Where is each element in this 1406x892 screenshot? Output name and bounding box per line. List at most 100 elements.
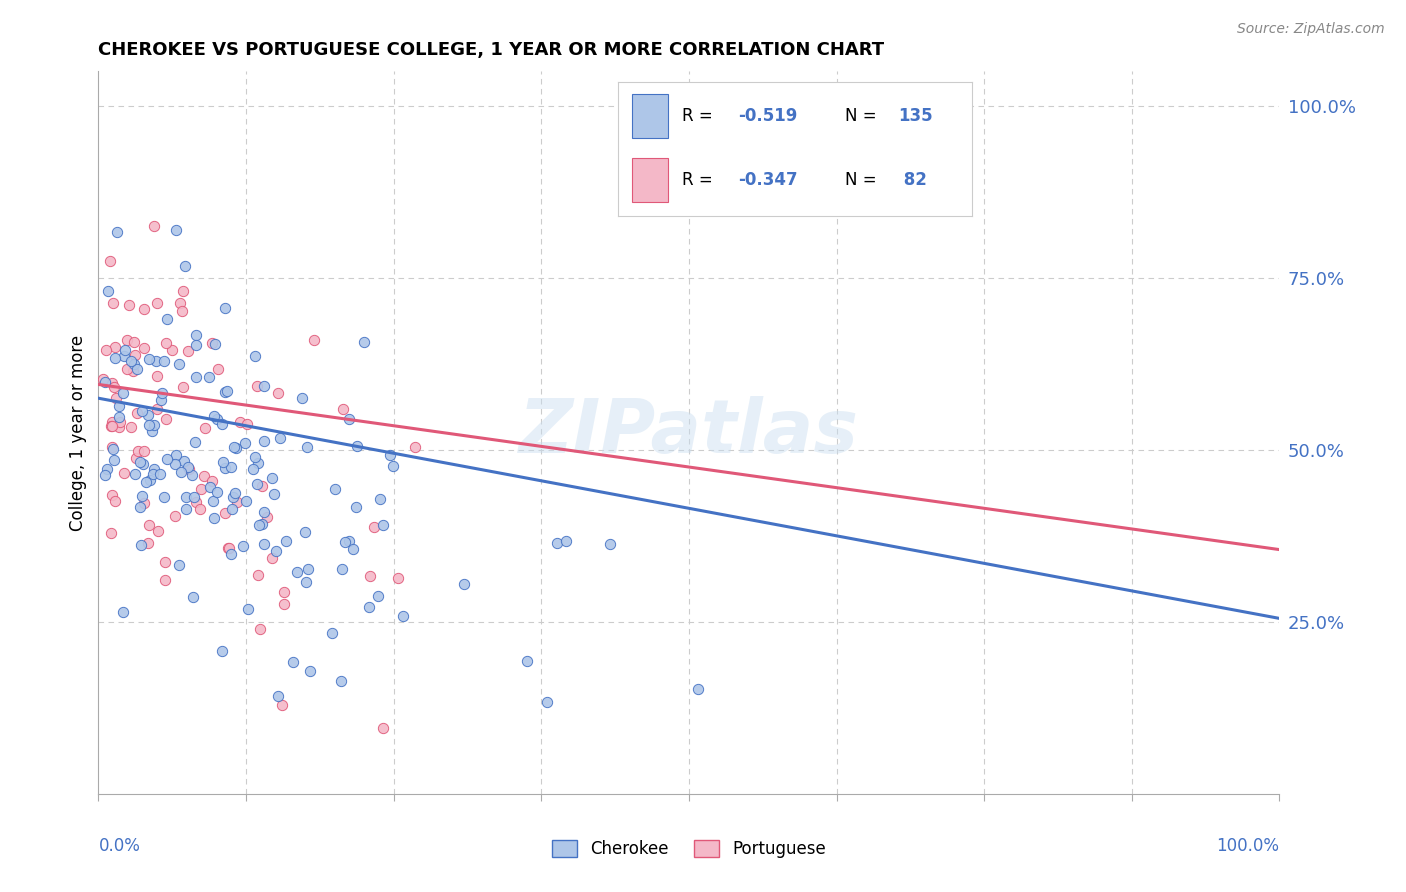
Point (253, 506, 276, 520)
Point (135, 475, 157, 490)
Point (156, 311, 179, 326)
Text: CHEROKEE VS PORTUGUESE COLLEGE, 1 YEAR OR MORE CORRELATION CHART: CHEROKEE VS PORTUGUESE COLLEGE, 1 YEAR O… (98, 41, 884, 59)
Point (205, 412, 228, 426)
Point (138, 352, 160, 367)
Point (104, 340, 127, 354)
Point (321, 626, 343, 640)
Point (127, 444, 149, 458)
Point (344, 500, 367, 515)
Point (342, 542, 364, 557)
Point (536, 695, 558, 709)
Point (225, 441, 247, 455)
Point (253, 537, 276, 551)
Point (107, 409, 129, 424)
Point (91, 372, 114, 386)
Point (96, 462, 118, 476)
Point (127, 361, 149, 376)
Point (184, 338, 207, 352)
Point (184, 370, 207, 384)
Point (378, 448, 401, 462)
Text: ZIPatlas: ZIPatlas (519, 396, 859, 469)
Text: 0.0%: 0.0% (98, 838, 141, 855)
Point (120, 420, 142, 434)
Point (243, 349, 266, 363)
Point (247, 456, 270, 470)
Point (146, 524, 169, 539)
Point (184, 494, 207, 508)
Point (132, 458, 155, 472)
Point (169, 296, 191, 310)
Point (235, 494, 257, 508)
Point (101, 376, 124, 391)
Point (263, 487, 285, 501)
Point (337, 411, 360, 425)
Point (516, 653, 538, 667)
Point (125, 406, 148, 420)
Point (152, 490, 174, 504)
Point (202, 510, 225, 524)
Point (138, 518, 160, 533)
Point (267, 385, 290, 400)
Point (155, 412, 177, 426)
Point (167, 357, 190, 371)
Point (142, 418, 165, 433)
Point (94, 343, 117, 357)
Point (267, 690, 290, 704)
Point (297, 440, 319, 454)
Point (115, 333, 138, 347)
Point (131, 403, 153, 417)
Point (269, 431, 291, 445)
Point (132, 495, 155, 509)
Point (193, 469, 215, 483)
Point (101, 442, 124, 457)
Point (212, 455, 235, 469)
Point (281, 655, 304, 669)
Text: Source: ZipAtlas.com: Source: ZipAtlas.com (1237, 22, 1385, 37)
Point (256, 509, 278, 524)
Point (246, 379, 269, 393)
Point (201, 474, 224, 488)
Point (202, 409, 225, 423)
Point (124, 348, 146, 362)
Point (337, 533, 360, 548)
Point (128, 500, 150, 514)
Point (555, 534, 578, 549)
Point (105, 225, 128, 239)
Point (100, 253, 122, 268)
Point (138, 473, 160, 487)
Point (232, 539, 254, 553)
Point (105, 391, 128, 405)
Point (101, 419, 124, 434)
Point (172, 380, 194, 394)
Point (335, 535, 357, 549)
Point (353, 334, 375, 349)
Point (599, 537, 621, 551)
Point (136, 408, 159, 422)
Point (249, 622, 271, 636)
Legend: Cherokee, Portuguese: Cherokee, Portuguese (546, 833, 832, 865)
Point (219, 460, 242, 475)
Point (134, 443, 156, 458)
Point (124, 467, 146, 481)
Point (224, 440, 246, 454)
Point (167, 558, 190, 573)
Point (194, 421, 217, 435)
Point (100, 526, 122, 541)
Point (129, 455, 152, 469)
Point (153, 554, 176, 568)
Point (131, 538, 153, 552)
Point (274, 534, 297, 549)
Point (204, 337, 226, 351)
Point (273, 597, 295, 611)
Point (387, 571, 409, 585)
Point (108, 415, 131, 429)
Point (359, 569, 381, 583)
Point (368, 492, 391, 507)
Point (122, 334, 145, 349)
Point (112, 349, 135, 363)
Point (371, 518, 394, 533)
Point (202, 494, 225, 508)
Point (125, 450, 148, 465)
Point (112, 386, 135, 401)
Point (160, 343, 183, 358)
